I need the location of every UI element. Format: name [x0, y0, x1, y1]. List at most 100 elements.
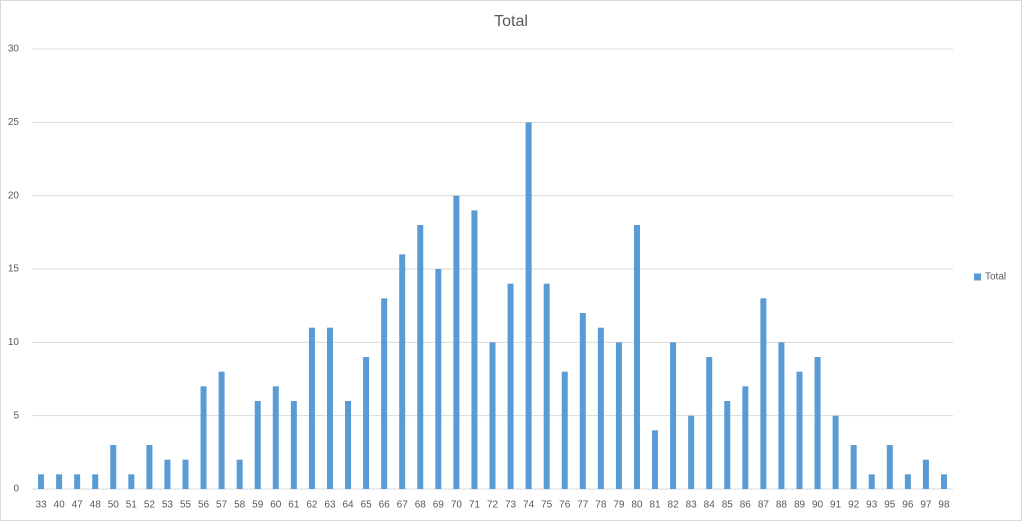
bar — [507, 283, 514, 489]
x-tick-label: 68 — [415, 500, 427, 511]
bar — [128, 474, 135, 489]
y-tick-label: 10 — [8, 337, 20, 348]
x-tick-label: 72 — [487, 500, 499, 511]
bar — [706, 357, 713, 489]
bar — [417, 225, 424, 489]
bar — [760, 298, 767, 489]
x-tick-label: 74 — [523, 500, 535, 511]
bar — [652, 430, 659, 489]
bar — [940, 474, 947, 489]
x-tick-label: 53 — [162, 500, 174, 511]
bar — [381, 298, 388, 489]
bar — [796, 371, 803, 489]
bar — [326, 327, 333, 489]
bar — [146, 445, 153, 489]
x-tick-label: 92 — [848, 500, 860, 511]
x-tick-label: 73 — [505, 500, 517, 511]
y-tick-label: 5 — [13, 410, 19, 421]
bar — [363, 357, 370, 489]
bar — [597, 327, 604, 489]
x-tick-label: 40 — [54, 500, 66, 511]
bar — [38, 474, 45, 489]
bar — [561, 371, 568, 489]
x-tick-label: 56 — [198, 500, 210, 511]
bar — [435, 269, 442, 489]
x-tick-label: 98 — [938, 500, 950, 511]
bar — [525, 122, 532, 489]
x-tick-label: 95 — [884, 500, 896, 511]
bar — [290, 401, 297, 489]
x-tick-label: 58 — [234, 500, 246, 511]
bar — [74, 474, 81, 489]
chart-title: Total — [494, 13, 528, 30]
x-tick-label: 64 — [342, 500, 354, 511]
bar — [850, 445, 857, 489]
x-tick-label: 59 — [252, 500, 264, 511]
bar — [399, 254, 406, 489]
bar — [272, 386, 279, 489]
x-tick-label: 76 — [559, 500, 571, 511]
y-tick-label: 20 — [8, 190, 20, 201]
legend-swatch — [974, 273, 981, 281]
bar — [904, 474, 911, 489]
bar — [200, 386, 207, 489]
bar — [724, 401, 731, 489]
x-tick-label: 57 — [216, 500, 228, 511]
x-tick-label: 96 — [902, 500, 914, 511]
x-tick-label: 33 — [35, 500, 47, 511]
bar — [471, 210, 478, 490]
bar — [218, 371, 225, 489]
x-tick-label: 81 — [649, 500, 661, 511]
bar — [832, 415, 839, 489]
bar — [182, 459, 189, 489]
x-tick-label: 75 — [541, 500, 553, 511]
bar — [453, 195, 460, 489]
x-tick-label: 70 — [451, 500, 463, 511]
x-tick-label: 83 — [686, 500, 698, 511]
x-tick-label: 67 — [397, 500, 409, 511]
bar — [489, 342, 496, 489]
bar — [742, 386, 749, 489]
bar — [886, 445, 893, 489]
bar — [814, 357, 821, 489]
bar — [670, 342, 677, 489]
bar — [778, 342, 785, 489]
x-tick-label: 79 — [613, 500, 625, 511]
bar — [922, 459, 929, 489]
legend-label: Total — [985, 272, 1006, 283]
x-tick-label: 51 — [126, 500, 138, 511]
x-tick-label: 78 — [595, 500, 607, 511]
bar — [579, 313, 586, 489]
x-tick-label: 50 — [108, 500, 120, 511]
bar — [254, 401, 261, 489]
x-tick-label: 63 — [324, 500, 336, 511]
x-tick-label: 65 — [361, 500, 373, 511]
bar — [308, 327, 315, 489]
x-tick-label: 91 — [830, 500, 842, 511]
y-tick-label: 15 — [8, 264, 20, 275]
x-tick-label: 86 — [740, 500, 752, 511]
bar — [236, 459, 243, 489]
bar — [868, 474, 875, 489]
x-tick-label: 87 — [758, 500, 770, 511]
x-tick-label: 93 — [866, 500, 878, 511]
x-tick-label: 89 — [794, 500, 806, 511]
x-tick-label: 61 — [288, 500, 300, 511]
x-tick-label: 52 — [144, 500, 156, 511]
x-tick-label: 62 — [306, 500, 318, 511]
x-tick-label: 82 — [668, 500, 680, 511]
bar — [345, 401, 352, 489]
bar — [56, 474, 63, 489]
bar — [164, 459, 171, 489]
x-tick-label: 85 — [722, 500, 734, 511]
x-tick-label: 47 — [72, 500, 84, 511]
x-tick-label: 90 — [812, 500, 824, 511]
x-tick-label: 60 — [270, 500, 282, 511]
bar — [543, 283, 550, 489]
x-tick-label: 48 — [90, 500, 102, 511]
x-tick-label: 97 — [920, 500, 932, 511]
x-tick-label: 84 — [704, 500, 716, 511]
x-tick-label: 88 — [776, 500, 788, 511]
bar — [688, 415, 695, 489]
